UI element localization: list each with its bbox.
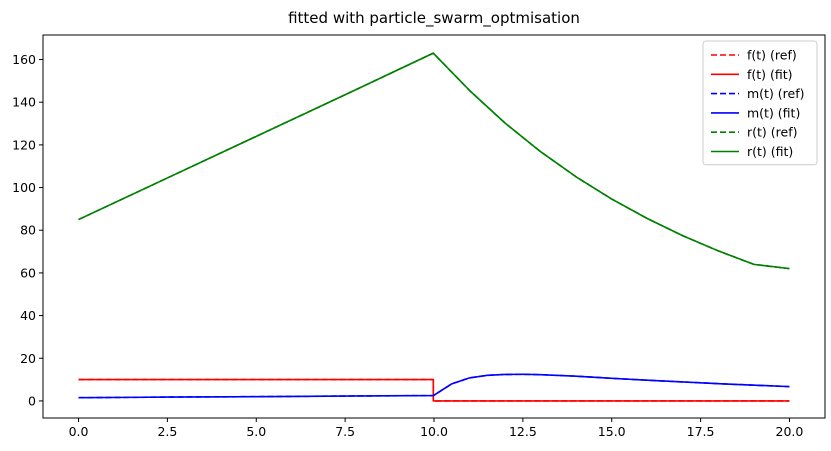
x-tick-label: 15.0: [598, 424, 626, 439]
plot-area: [78, 52, 790, 402]
y-tick-label: 20: [20, 351, 36, 366]
x-tick-label: 17.5: [687, 424, 715, 439]
legend-entry: f(t) (ref): [747, 48, 797, 63]
y-axis: 0 20 40 60 80 100 120 140 160: [12, 52, 43, 408]
y-tick-label: 100: [12, 180, 36, 195]
y-tick-label: 160: [12, 52, 36, 67]
legend-box: [702, 40, 818, 166]
y-tick-label: 80: [20, 223, 36, 238]
series-line-2: [78, 378, 790, 402]
x-tick-label: 7.5: [335, 424, 355, 439]
legend-entry: r(t) (ref): [747, 125, 797, 140]
plot-frame: [42, 34, 826, 419]
x-tick-label: 12.5: [509, 424, 537, 439]
y-tick-label: 60: [20, 265, 36, 280]
series-line-6: [78, 52, 790, 270]
x-tick-label: 10.0: [420, 424, 448, 439]
x-tick-label: 5.0: [246, 424, 266, 439]
x-tick-label: 2.5: [157, 424, 177, 439]
legend-entry: f(t) (fit): [747, 67, 793, 82]
y-tick-label: 40: [20, 308, 36, 323]
x-tick-label: 20.0: [776, 424, 804, 439]
y-tick-label: 140: [12, 95, 36, 110]
legend-entry: r(t) (fit): [747, 144, 793, 159]
legend-entry: m(t) (ref): [747, 86, 805, 101]
series-line-4: [78, 373, 790, 399]
y-tick-label: 120: [12, 137, 36, 152]
x-axis: 0.0 2.5 5.0 7.5 10.0 12.5 15.0 17.5 20.0: [69, 418, 804, 439]
y-tick-label: 0: [28, 393, 36, 408]
legend: f(t) (ref) f(t) (fit) m(t) (ref) m(t) (fit)…: [702, 40, 818, 166]
legend-entry: m(t) (fit): [747, 105, 800, 120]
x-tick-label: 0.0: [69, 424, 89, 439]
chart-title: fitted with particle_swarm_optmisation: [288, 9, 580, 28]
